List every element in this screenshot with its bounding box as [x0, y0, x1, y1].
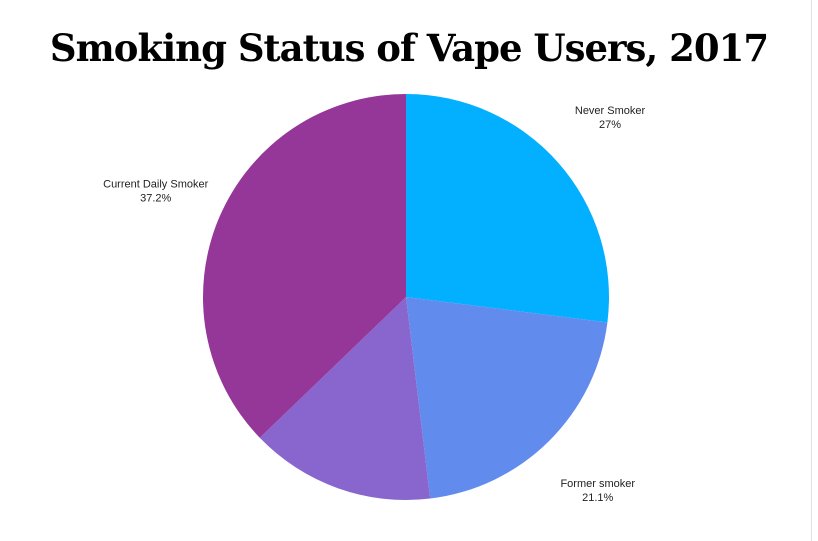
pie-slice-never-smoker	[406, 94, 609, 323]
slice-label-former-smoker: Former smoker 21.1%	[560, 478, 635, 504]
pie-slice-former-smoker	[406, 297, 608, 499]
pie-slice-current-non-daily-smoker	[259, 297, 431, 500]
slice-label-never-smoker: Never Smoker 27%	[575, 105, 646, 131]
slice-label-name: Never Smoker	[575, 105, 646, 117]
slice-label-value: 37.2%	[140, 193, 171, 205]
pie-slice-current-daily-smoker	[203, 94, 406, 438]
chart-title: Smoking Status of Vape Users, 2017	[49, 26, 769, 70]
slice-label-value: 27%	[599, 119, 621, 131]
slice-label-value: 21.1%	[582, 492, 613, 504]
slice-label-name: Former smoker	[560, 478, 635, 490]
slice-label-name: Current Daily Smoker	[103, 179, 208, 191]
frame-border	[811, 0, 812, 541]
slice-label-current-daily-smoker: Current Daily Smoker 37.2%	[103, 179, 208, 205]
